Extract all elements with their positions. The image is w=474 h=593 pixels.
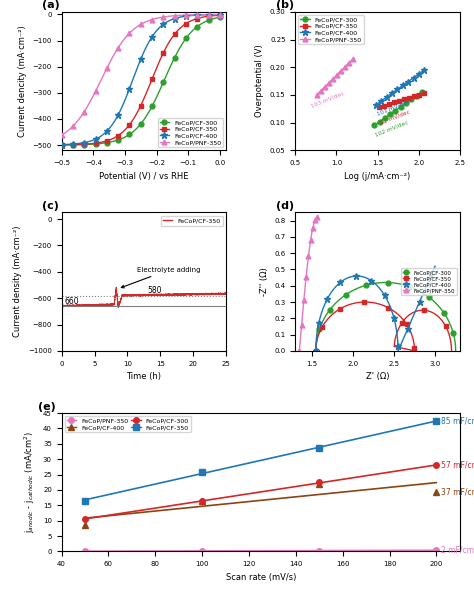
Legend: FeCoP/PNF-350, FeCoP/CF-400, FeCoP/CF-300, FeCoP/CF-350: FeCoP/PNF-350, FeCoP/CF-400, FeCoP/CF-30… <box>65 416 191 432</box>
Y-axis label: Current density (mA·cm⁻²): Current density (mA·cm⁻²) <box>13 226 22 337</box>
Legend: FeCoP/CF-300, FeCoP/CF-350, FeCoP/CF-400, FeCoP/PNF-350: FeCoP/CF-300, FeCoP/CF-350, FeCoP/CF-400… <box>401 269 457 295</box>
Y-axis label: j$_{anodic}$ - j$_{cathodic}$ (mA/cm$^2$): j$_{anodic}$ - j$_{cathodic}$ (mA/cm$^2$… <box>23 431 37 534</box>
Text: 92 mV/dec: 92 mV/dec <box>380 109 411 125</box>
Legend: FeCoP/CF-300, FeCoP/CF-350, FeCoP/CF-400, FeCoP/PNF-350: FeCoP/CF-300, FeCoP/CF-350, FeCoP/CF-400… <box>298 15 364 44</box>
X-axis label: Z' (Ω): Z' (Ω) <box>366 372 389 381</box>
Text: 37 mF/cm²: 37 mF/cm² <box>441 487 474 496</box>
Text: (b): (b) <box>275 1 293 11</box>
X-axis label: Scan rate (mV/s): Scan rate (mV/s) <box>226 573 296 582</box>
Text: Electrolyte adding: Electrolyte adding <box>121 267 201 288</box>
Text: 101 mV/dec: 101 mV/dec <box>376 99 411 117</box>
Legend: FeCoP/CF-300, FeCoP/CF-350, FeCoP/CF-400, FeCoP/PNF-350: FeCoP/CF-300, FeCoP/CF-350, FeCoP/CF-400… <box>158 118 223 147</box>
Text: 580: 580 <box>147 286 162 295</box>
Text: 2 mF/cm²: 2 mF/cm² <box>441 546 474 555</box>
Text: (c): (c) <box>42 201 59 211</box>
X-axis label: Potential (V) / vs RHE: Potential (V) / vs RHE <box>99 171 189 180</box>
Text: (e): (e) <box>38 401 55 412</box>
Y-axis label: Current dencity (mA·cm⁻²): Current dencity (mA·cm⁻²) <box>18 25 27 137</box>
Text: 103 mV/dec: 103 mV/dec <box>311 90 346 108</box>
Y-axis label: Overpotential (V): Overpotential (V) <box>255 44 264 117</box>
Text: 85 mF/cm²: 85 mF/cm² <box>441 416 474 425</box>
X-axis label: Log (j/mA·cm⁻²): Log (j/mA·cm⁻²) <box>345 171 410 180</box>
Text: 660: 660 <box>64 296 79 305</box>
Text: 57 mF/cm²: 57 mF/cm² <box>441 461 474 470</box>
Text: (d): (d) <box>275 201 293 211</box>
Text: 102 mV/dec: 102 mV/dec <box>374 120 409 138</box>
X-axis label: Time (h): Time (h) <box>127 372 161 381</box>
Y-axis label: -Z'' (Ω): -Z'' (Ω) <box>260 267 269 296</box>
Legend: FeCoP/CF-350: FeCoP/CF-350 <box>161 216 223 226</box>
Text: (a): (a) <box>42 1 60 11</box>
